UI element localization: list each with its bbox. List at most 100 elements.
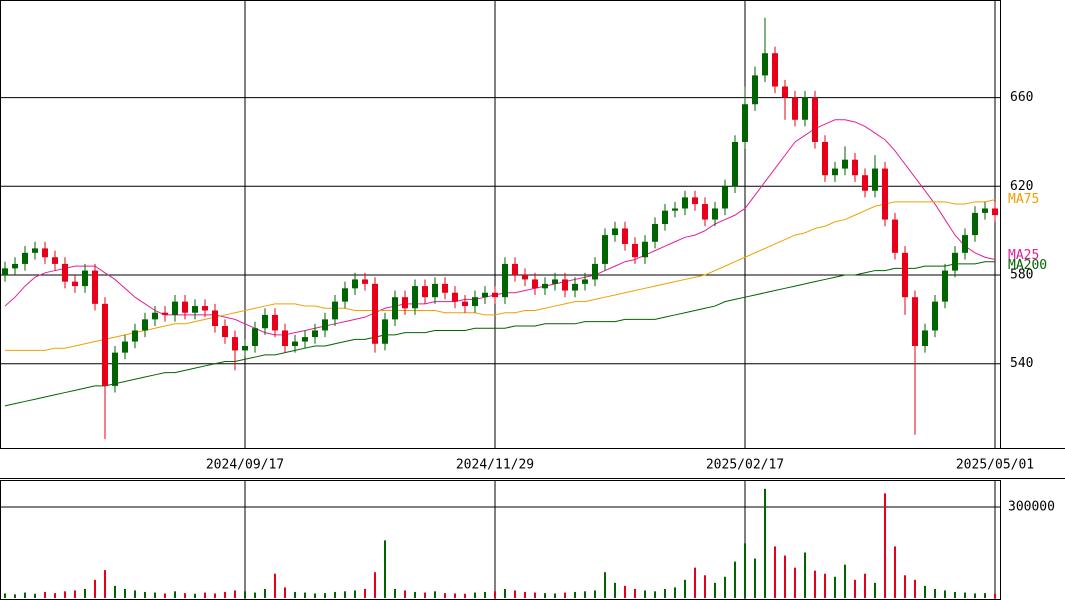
volume-bar: [624, 585, 626, 598]
candle-body: [992, 208, 998, 216]
volume-bar: [744, 543, 746, 598]
candle-body: [262, 314, 268, 329]
volume-bar: [954, 591, 956, 598]
volume-bar: [964, 592, 966, 598]
legend-label: MA200: [1008, 258, 1047, 273]
volume-bar: [804, 552, 806, 598]
volume-bar: [534, 592, 536, 598]
candle-body: [512, 263, 518, 276]
candle-body: [722, 186, 728, 209]
ma-line: [4, 119, 996, 336]
y-tick-label: 660: [1010, 90, 1033, 105]
candle-body: [962, 235, 968, 253]
volume-bar: [334, 591, 336, 598]
volume-bar: [24, 592, 26, 598]
candle-body: [752, 75, 758, 105]
candle-body: [272, 314, 278, 331]
candle-body: [572, 283, 578, 291]
candle-body: [612, 228, 618, 236]
volume-bar: [314, 593, 316, 598]
candle-body: [562, 279, 568, 291]
candle-body: [52, 257, 58, 264]
volume-bar: [684, 579, 686, 598]
volume-bar: [64, 591, 66, 598]
volume-bar: [894, 546, 896, 598]
ma-line: [4, 261, 995, 407]
volume-bar: [764, 488, 766, 598]
candle-body: [892, 219, 898, 253]
candle-body: [922, 330, 928, 346]
volume-bar: [204, 592, 206, 598]
volume-bar: [304, 592, 306, 598]
volume-bar: [384, 540, 386, 598]
candle-body: [322, 319, 328, 331]
candle-body: [672, 208, 678, 211]
volume-frame: [0, 480, 1001, 600]
volume-bar: [824, 573, 826, 598]
volume-bar: [644, 590, 646, 598]
candle-body: [312, 330, 318, 338]
candle-body: [152, 312, 158, 320]
candle-body: [552, 279, 558, 284]
volume-bar: [944, 590, 946, 598]
volume-bar: [904, 575, 906, 598]
volume-bar: [184, 593, 186, 598]
volume-bar: [594, 590, 596, 598]
volume-bar: [924, 585, 926, 598]
volume-bar: [494, 591, 496, 598]
volume-bar: [784, 555, 786, 598]
candle-body: [212, 310, 218, 327]
candle-body: [522, 275, 528, 280]
candle-body: [382, 319, 388, 344]
volume-bar: [174, 591, 176, 598]
volume-bar: [74, 590, 76, 598]
volume-bar: [284, 587, 286, 598]
candle-body: [702, 204, 708, 220]
volume-bar: [834, 576, 836, 598]
candle-body: [452, 292, 458, 302]
volume-bar: [734, 561, 736, 598]
candle-body: [862, 175, 868, 191]
volume-bar: [294, 591, 296, 598]
x-tick-label: 2024/11/29: [456, 458, 534, 473]
candle-body: [362, 279, 368, 284]
volume-bar: [324, 593, 326, 598]
volume-bar: [504, 588, 506, 598]
volume-bar: [914, 579, 916, 598]
candle-body: [792, 97, 798, 120]
volume-bar: [434, 591, 436, 598]
volume-bar: [854, 579, 856, 598]
volume-bar: [814, 570, 816, 598]
volume-bar: [414, 591, 416, 598]
candle-body: [442, 283, 448, 293]
candle-body: [482, 292, 488, 298]
volume-bar: [214, 593, 216, 598]
candle-body: [872, 168, 878, 191]
volume-bar: [164, 593, 166, 598]
candle-body: [802, 97, 808, 120]
y-tick-label: 620: [1010, 179, 1033, 194]
candle-body: [412, 286, 418, 309]
volume-bar: [94, 579, 96, 598]
volume-bar: [114, 585, 116, 598]
x-tick-label: 2025/05/01: [956, 458, 1034, 473]
volume-bar: [244, 591, 246, 598]
candle-body: [62, 263, 68, 282]
candle-body: [162, 312, 168, 315]
volume-bar: [544, 593, 546, 598]
candle-body: [932, 301, 938, 331]
candle-body: [732, 141, 738, 187]
candle-body: [142, 319, 148, 331]
volume-bar: [884, 493, 886, 598]
candle-body: [532, 279, 538, 289]
x-tick-label: 2025/02/17: [706, 458, 784, 473]
ma-line: [5, 199, 996, 351]
volume-bar: [584, 591, 586, 598]
candle-body: [472, 297, 478, 307]
volume-bar: [724, 576, 726, 598]
price-frame: [0, 0, 1001, 449]
volume-bar: [274, 573, 276, 598]
candle-body: [822, 141, 828, 176]
